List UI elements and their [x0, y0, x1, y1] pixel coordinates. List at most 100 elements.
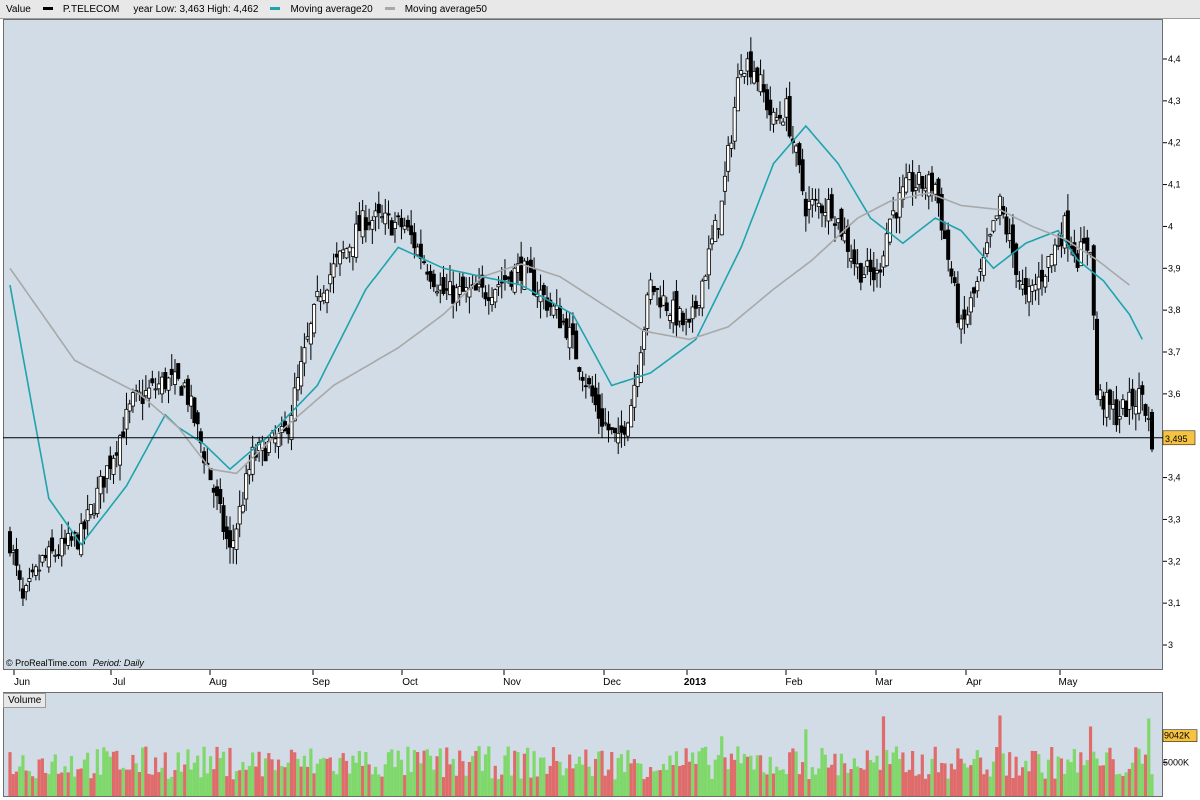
candle-body [444, 288, 449, 291]
volume-bar [1053, 778, 1057, 796]
volume-bar [846, 772, 850, 796]
volume-bar [969, 765, 973, 796]
volume-bar [102, 747, 106, 796]
volume-bar [199, 777, 203, 796]
volume-bar [86, 752, 90, 796]
candle-body [147, 387, 152, 399]
candle-body [765, 89, 770, 111]
price-panel[interactable] [3, 19, 1163, 670]
candle-body [570, 323, 575, 336]
volume-bar [901, 752, 905, 796]
candle-body [480, 274, 485, 288]
candle-body [768, 99, 773, 116]
volume-bar [24, 770, 28, 796]
volume-bar [681, 764, 685, 796]
volume-bar [373, 766, 378, 796]
candle-body [350, 247, 355, 257]
candle-body [836, 218, 841, 224]
candle-body [312, 304, 317, 334]
candle-body [150, 378, 155, 384]
volume-bar [21, 755, 25, 796]
volume-bar [707, 764, 711, 796]
candle-body [95, 487, 100, 514]
candle-body [752, 70, 757, 84]
candle-body [532, 269, 537, 296]
volume-bar [338, 757, 342, 796]
volume-bar [331, 771, 336, 796]
volume-bar [872, 762, 876, 796]
volume-bar [370, 774, 374, 796]
candle-body [101, 476, 106, 488]
candle-body [286, 427, 291, 435]
volume-bar [661, 763, 666, 796]
volume-bar [823, 754, 827, 796]
volume-bar [312, 773, 316, 796]
volume-bar [940, 762, 944, 796]
price-tick-label: 3,1 [1168, 598, 1181, 608]
volume-bar [267, 753, 271, 796]
volume-bar [500, 774, 504, 796]
candle-body [295, 377, 300, 391]
volume-bar [529, 777, 533, 796]
candle-body [1127, 391, 1132, 410]
candle-body [525, 261, 530, 265]
price-swatch-icon [42, 7, 53, 11]
candle-body [923, 187, 928, 192]
candle-body [392, 221, 397, 229]
candle-body [143, 390, 148, 397]
volume-bar [1137, 748, 1141, 796]
volume-bar [147, 773, 151, 796]
volume-bar [1079, 752, 1083, 796]
candle-body [1033, 284, 1038, 291]
month-tick-label: Jun [14, 677, 30, 688]
volume-bar [153, 757, 158, 796]
volume-bar [911, 750, 915, 796]
candle-body [344, 248, 349, 259]
candle-body [185, 378, 190, 405]
candle-body [383, 212, 388, 225]
volume-bar [186, 749, 190, 796]
candle-body [732, 107, 737, 142]
candle-body [169, 368, 174, 375]
candle-body [642, 329, 647, 350]
volume-bar [603, 775, 607, 796]
volume-bar [1140, 763, 1144, 796]
candle-body [813, 198, 818, 201]
volume-bar [208, 756, 213, 796]
volume-bar [490, 778, 494, 796]
candle-body [92, 512, 97, 516]
candle-body [163, 372, 168, 390]
volume-bar [1147, 718, 1151, 796]
volume-bar [60, 772, 64, 796]
candle-body [380, 216, 385, 219]
candle-body [939, 194, 944, 231]
volume-tick-label: 5000K [1163, 758, 1189, 768]
candle-body [706, 248, 711, 276]
candle-body [655, 287, 660, 291]
volume-bar [535, 776, 539, 796]
candle-body [1130, 388, 1135, 407]
candle-body [331, 263, 336, 278]
candle-body [20, 588, 25, 599]
volume-bar [519, 778, 523, 796]
volume-bar [674, 751, 679, 796]
volume-bar [700, 747, 704, 796]
volume-bar [904, 772, 908, 796]
candle-body [807, 201, 812, 210]
volume-bar [506, 746, 510, 796]
price-tick-label: 4,1 [1168, 180, 1181, 190]
candle-body [402, 225, 407, 230]
candle-body [920, 176, 925, 189]
volume-bar [784, 773, 789, 796]
volume-bar [467, 762, 471, 796]
price-tick-label: 3,4 [1168, 473, 1181, 483]
candle-body [881, 255, 886, 268]
volume-bar [354, 762, 358, 796]
volume-bar [1001, 753, 1005, 796]
candle-body [803, 198, 808, 217]
candle-body [522, 260, 527, 290]
candle-body [729, 142, 734, 149]
volume-bar [361, 765, 365, 796]
volume-bar [852, 758, 856, 796]
volume-bar [558, 761, 562, 796]
